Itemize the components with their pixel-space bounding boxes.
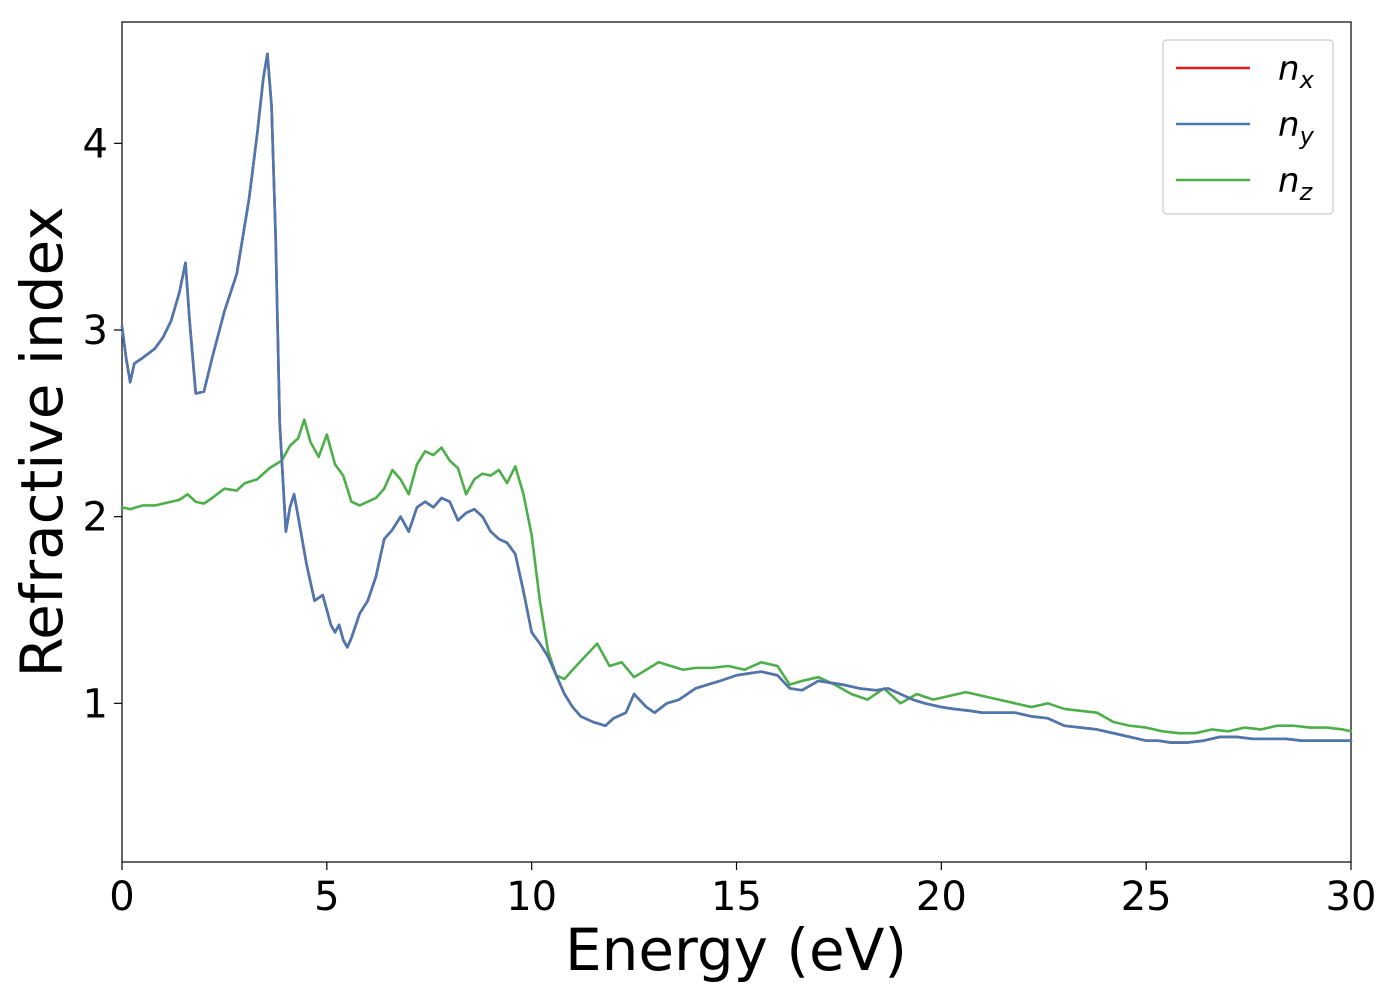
x-tick-label: 30 [1326, 874, 1377, 920]
legend-label-ny: ny [1278, 105, 1315, 150]
series-layer [120, 52, 1353, 744]
x-tick-label: 0 [109, 874, 134, 920]
legend: nx ny nz [1162, 39, 1334, 215]
x-tick-label: 15 [711, 874, 762, 920]
x-tick-label: 5 [314, 874, 339, 920]
y-tick-label: 2 [83, 495, 108, 541]
legend-label-nx: nx [1278, 49, 1315, 94]
y-tick-label: 4 [83, 121, 108, 167]
x-axis: 0 5 10 15 20 25 30 [109, 862, 1376, 920]
y-axis: 1 2 3 4 [83, 121, 122, 727]
x-tick-label: 20 [916, 874, 967, 920]
y-tick-label: 1 [83, 681, 108, 727]
legend-box [1162, 39, 1334, 215]
y-axis-title: Refractive index [8, 206, 76, 677]
series-line-ny [120, 52, 1353, 744]
x-axis-title: Energy (eV) [565, 916, 907, 984]
y-tick-label: 3 [83, 308, 108, 354]
x-tick-label: 25 [1121, 874, 1172, 920]
legend-label-nz: nz [1278, 161, 1314, 206]
x-tick-label: 10 [506, 874, 557, 920]
series-line-nz [120, 418, 1353, 735]
plot-area [121, 21, 1352, 863]
